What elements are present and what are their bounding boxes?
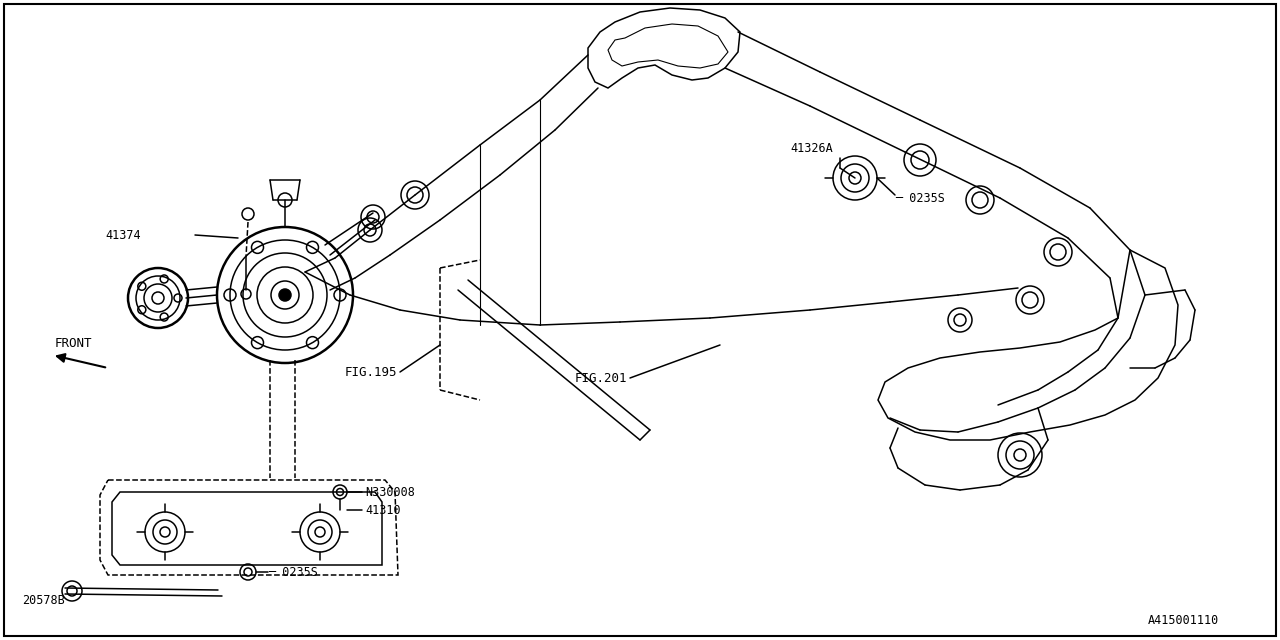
Text: 20578B: 20578B [22,593,65,607]
Circle shape [279,289,291,301]
Text: A415001110: A415001110 [1148,614,1220,627]
Text: 41310: 41310 [365,504,401,516]
Text: N330008: N330008 [365,486,415,499]
Text: ─ 0235S: ─ 0235S [895,191,945,205]
Text: FIG.195: FIG.195 [346,365,398,378]
Text: 41326A: 41326A [790,141,833,154]
Text: ─ 0235S: ─ 0235S [268,566,317,579]
Text: FIG.201: FIG.201 [575,371,627,385]
Text: 41374: 41374 [105,228,141,241]
Text: FRONT: FRONT [55,337,92,349]
